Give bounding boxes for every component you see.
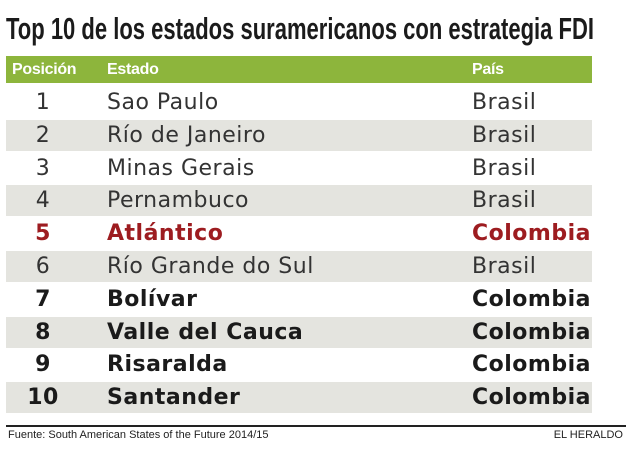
table-header: Posición Estado País — [6, 56, 592, 83]
position: 2 — [35, 122, 51, 148]
position: 9 — [35, 352, 51, 378]
position: 6 — [35, 254, 51, 279]
title: Top 10 de los estados suramericanos con … — [6, 11, 594, 46]
footer-rule — [6, 425, 626, 427]
country: Colombia — [472, 286, 591, 312]
country: Colombia — [472, 352, 591, 378]
column-header: Estado — [107, 61, 159, 78]
country: Brasil — [472, 188, 537, 214]
title-area: Top 10 de los estados suramericanos con … — [6, 11, 594, 46]
country: Brasil — [472, 90, 537, 115]
position: 4 — [35, 188, 51, 214]
table-row: 1 Sao Paulo Brasil — [6, 87, 592, 118]
country: Colombia — [472, 319, 591, 345]
country: Brasil — [472, 254, 537, 279]
state: Bolívar — [107, 286, 198, 312]
table-row: 7 Bolívar Colombia — [6, 284, 592, 315]
country: Colombia — [472, 385, 591, 411]
position: 10 — [27, 385, 59, 411]
state: Sao Paulo — [107, 90, 219, 115]
state: Santander — [107, 385, 241, 411]
table-row: 3 Minas Gerais Brasil — [6, 153, 592, 184]
source: Fuente: South American States of the Fut… — [8, 429, 269, 441]
state: Pernambuco — [107, 188, 249, 214]
state: Río de Janeiro — [107, 122, 266, 148]
table-row: 6 Río Grande do Sul Brasil — [6, 251, 592, 282]
position: 1 — [35, 90, 51, 115]
country: Brasil — [472, 122, 537, 148]
table-row: 10 Santander Colombia — [6, 382, 592, 414]
state: Río Grande do Sul — [107, 254, 314, 279]
table-row: 2 Río de Janeiro Brasil — [6, 119, 592, 151]
country: Colombia — [472, 221, 591, 247]
state: Minas Gerais — [107, 155, 255, 181]
position: 8 — [35, 319, 51, 345]
position: 7 — [35, 286, 51, 312]
position: 3 — [35, 155, 51, 181]
position: 5 — [35, 221, 51, 247]
column-header: País — [472, 61, 504, 78]
state: Valle del Cauca — [107, 319, 304, 345]
state: Risaralda — [107, 352, 228, 378]
brand: EL HERALDO — [553, 429, 623, 441]
table-row: 8 Valle del Cauca Colombia — [6, 316, 592, 348]
table-row: 4 Pernambuco Brasil — [6, 185, 592, 217]
table-row: 9 Risaralda Colombia — [6, 349, 592, 380]
country: Brasil — [472, 155, 537, 181]
column-header: Posición — [12, 61, 77, 78]
table-row: 5 Atlántico Colombia — [6, 218, 592, 249]
state: Atlántico — [107, 221, 224, 247]
